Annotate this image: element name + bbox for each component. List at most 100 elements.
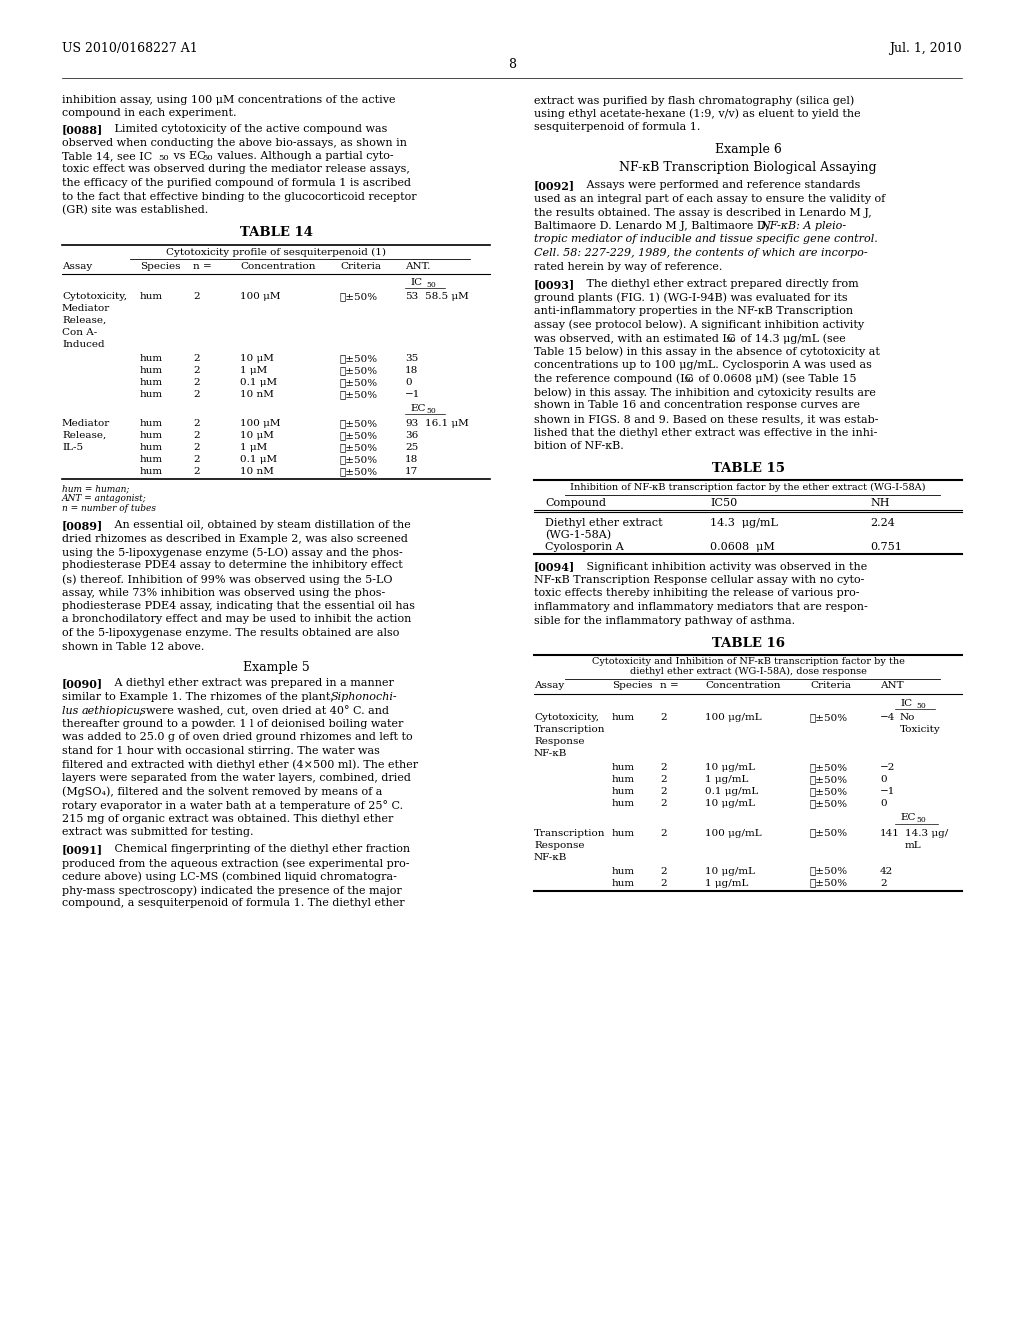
Text: 2: 2 xyxy=(660,776,667,784)
Text: similar to Example 1. The rhizomes of the plant,: similar to Example 1. The rhizomes of th… xyxy=(62,692,337,702)
Text: 35: 35 xyxy=(406,354,418,363)
Text: (WG-1-58A): (WG-1-58A) xyxy=(545,529,611,540)
Text: (s) thereof. Inhibition of 99% was observed using the 5-LO: (s) thereof. Inhibition of 99% was obser… xyxy=(62,574,392,585)
Text: hum: hum xyxy=(140,467,163,477)
Text: 1 μM: 1 μM xyxy=(240,444,267,451)
Text: produced from the aqueous extraction (see experimental pro-: produced from the aqueous extraction (se… xyxy=(62,858,410,869)
Text: thereafter ground to a powder. 1 l of deionised boiling water: thereafter ground to a powder. 1 l of de… xyxy=(62,719,403,729)
Text: 42: 42 xyxy=(880,866,893,875)
Text: Cell. 58: 227-229, 1989, the contents of which are incorpo-: Cell. 58: 227-229, 1989, the contents of… xyxy=(534,248,867,257)
Text: 0: 0 xyxy=(406,378,412,387)
Text: [0092]: [0092] xyxy=(534,181,575,191)
Text: 2: 2 xyxy=(193,354,200,363)
Text: NF-κB Transcription Biological Assaying: NF-κB Transcription Biological Assaying xyxy=(620,161,877,174)
Text: 0.751: 0.751 xyxy=(870,541,902,552)
Text: shown in Table 12 above.: shown in Table 12 above. xyxy=(62,642,205,652)
Text: tropic mediator of inducible and tissue specific gene control.: tropic mediator of inducible and tissue … xyxy=(534,235,878,244)
Text: Species: Species xyxy=(140,261,180,271)
Text: layers were separated from the water layers, combined, dried: layers were separated from the water lay… xyxy=(62,774,411,783)
Text: NF-κB: NF-κB xyxy=(534,750,567,759)
Text: 53: 53 xyxy=(406,292,418,301)
Text: compound in each experiment.: compound in each experiment. xyxy=(62,108,237,119)
Text: ≧±50%: ≧±50% xyxy=(810,866,848,875)
Text: 1 μg/mL: 1 μg/mL xyxy=(705,776,749,784)
Text: −1: −1 xyxy=(406,389,421,399)
Text: extract was submitted for testing.: extract was submitted for testing. xyxy=(62,828,254,837)
Text: 1 μM: 1 μM xyxy=(240,366,267,375)
Text: 2.24: 2.24 xyxy=(870,517,895,528)
Text: Assays were performed and reference standards: Assays were performed and reference stan… xyxy=(575,181,860,190)
Text: Diethyl ether extract: Diethyl ether extract xyxy=(545,517,663,528)
Text: ≧±50%: ≧±50% xyxy=(340,455,378,465)
Text: [0088]: [0088] xyxy=(62,124,103,135)
Text: 50: 50 xyxy=(725,337,735,345)
Text: Limited cytotoxicity of the active compound was: Limited cytotoxicity of the active compo… xyxy=(104,124,387,135)
Text: [0094]: [0094] xyxy=(534,561,575,573)
Text: 2: 2 xyxy=(660,829,667,837)
Text: sible for the inflammatory pathway of asthma.: sible for the inflammatory pathway of as… xyxy=(534,615,795,626)
Text: hum: hum xyxy=(140,444,163,451)
Text: ≧±50%: ≧±50% xyxy=(340,467,378,477)
Text: 2: 2 xyxy=(880,879,887,887)
Text: ≧±50%: ≧±50% xyxy=(810,800,848,808)
Text: ANT: ANT xyxy=(880,681,903,690)
Text: anti-inflammatory properties in the NF-κB Transcription: anti-inflammatory properties in the NF-κ… xyxy=(534,306,853,315)
Text: Assay: Assay xyxy=(534,681,564,690)
Text: diethyl ether extract (WG-I-58A), dose response: diethyl ether extract (WG-I-58A), dose r… xyxy=(630,667,866,676)
Text: ≧±50%: ≧±50% xyxy=(810,763,848,772)
Text: 50: 50 xyxy=(426,407,436,414)
Text: toxic effect was observed during the mediator release assays,: toxic effect was observed during the med… xyxy=(62,165,410,174)
Text: Cytotoxicity profile of sesquiterpenoid (1): Cytotoxicity profile of sesquiterpenoid … xyxy=(166,248,386,257)
Text: bition of NF-κB.: bition of NF-κB. xyxy=(534,441,624,451)
Text: hum: hum xyxy=(140,455,163,465)
Text: 0.1 μg/mL: 0.1 μg/mL xyxy=(705,788,758,796)
Text: hum: hum xyxy=(612,866,635,875)
Text: used as an integral part of each assay to ensure the validity of: used as an integral part of each assay t… xyxy=(534,194,886,205)
Text: 18: 18 xyxy=(406,455,418,465)
Text: phodiesterase PDE4 assay, indicating that the essential oil has: phodiesterase PDE4 assay, indicating tha… xyxy=(62,601,415,611)
Text: of the 5-lipoxygenase enzyme. The results obtained are also: of the 5-lipoxygenase enzyme. The result… xyxy=(62,628,399,638)
Text: Cytotoxicity,: Cytotoxicity, xyxy=(62,292,127,301)
Text: Cytotoxicity,: Cytotoxicity, xyxy=(534,714,599,722)
Text: using the 5-lipoxygenase enzyme (5-LO) assay and the phos-: using the 5-lipoxygenase enzyme (5-LO) a… xyxy=(62,546,402,557)
Text: assay (see protocol below). A significant inhibition activity: assay (see protocol below). A significan… xyxy=(534,319,864,330)
Text: US 2010/0168227 A1: US 2010/0168227 A1 xyxy=(62,42,198,55)
Text: [0091]: [0091] xyxy=(62,845,103,855)
Text: aethiopicus: aethiopicus xyxy=(82,705,146,715)
Text: observed when conducting the above bio-assays, as shown in: observed when conducting the above bio-a… xyxy=(62,137,407,148)
Text: IC: IC xyxy=(410,279,422,286)
Text: 25: 25 xyxy=(406,444,418,451)
Text: , were washed, cut, oven dried at 40° C. and: , were washed, cut, oven dried at 40° C.… xyxy=(139,705,389,717)
Text: 10 μM: 10 μM xyxy=(240,354,273,363)
Text: phodiesterase PDE4 assay to determine the inhibitory effect: phodiesterase PDE4 assay to determine th… xyxy=(62,561,402,570)
Text: NF-κB: NF-κB xyxy=(534,853,567,862)
Text: Criteria: Criteria xyxy=(810,681,851,690)
Text: ≧±50%: ≧±50% xyxy=(340,389,378,399)
Text: ≧±50%: ≧±50% xyxy=(810,879,848,887)
Text: Species: Species xyxy=(612,681,652,690)
Text: 16.1 μM: 16.1 μM xyxy=(425,418,469,428)
Text: Table 15 below) in this assay in the absence of cytotoxicity at: Table 15 below) in this assay in the abs… xyxy=(534,346,880,358)
Text: hum: hum xyxy=(612,829,635,837)
Text: Release,: Release, xyxy=(62,315,106,325)
Text: 2: 2 xyxy=(660,714,667,722)
Text: values. Although a partial cyto-: values. Although a partial cyto- xyxy=(214,150,393,161)
Text: was observed, with an estimated IC: was observed, with an estimated IC xyxy=(534,333,735,343)
Text: stand for 1 hour with occasional stirring. The water was: stand for 1 hour with occasional stirrin… xyxy=(62,746,380,756)
Text: ANT.: ANT. xyxy=(406,261,430,271)
Text: 100 μM: 100 μM xyxy=(240,292,281,301)
Text: 2: 2 xyxy=(193,292,200,301)
Text: 58.5 μM: 58.5 μM xyxy=(425,292,469,301)
Text: Response: Response xyxy=(534,738,585,747)
Text: NH: NH xyxy=(870,498,890,507)
Text: inflammatory and inflammatory mediators that are respon-: inflammatory and inflammatory mediators … xyxy=(534,602,867,612)
Text: 10 μg/mL: 10 μg/mL xyxy=(705,800,755,808)
Text: hum: hum xyxy=(140,292,163,301)
Text: (MgSO₄), filtered and the solvent removed by means of a: (MgSO₄), filtered and the solvent remove… xyxy=(62,787,382,797)
Text: Transcription: Transcription xyxy=(534,726,605,734)
Text: ≧±50%: ≧±50% xyxy=(340,354,378,363)
Text: 50: 50 xyxy=(916,701,926,710)
Text: hum: hum xyxy=(612,788,635,796)
Text: filtered and extracted with diethyl ether (4×500 ml). The ether: filtered and extracted with diethyl ethe… xyxy=(62,759,418,770)
Text: Siphonochi-: Siphonochi- xyxy=(331,692,397,702)
